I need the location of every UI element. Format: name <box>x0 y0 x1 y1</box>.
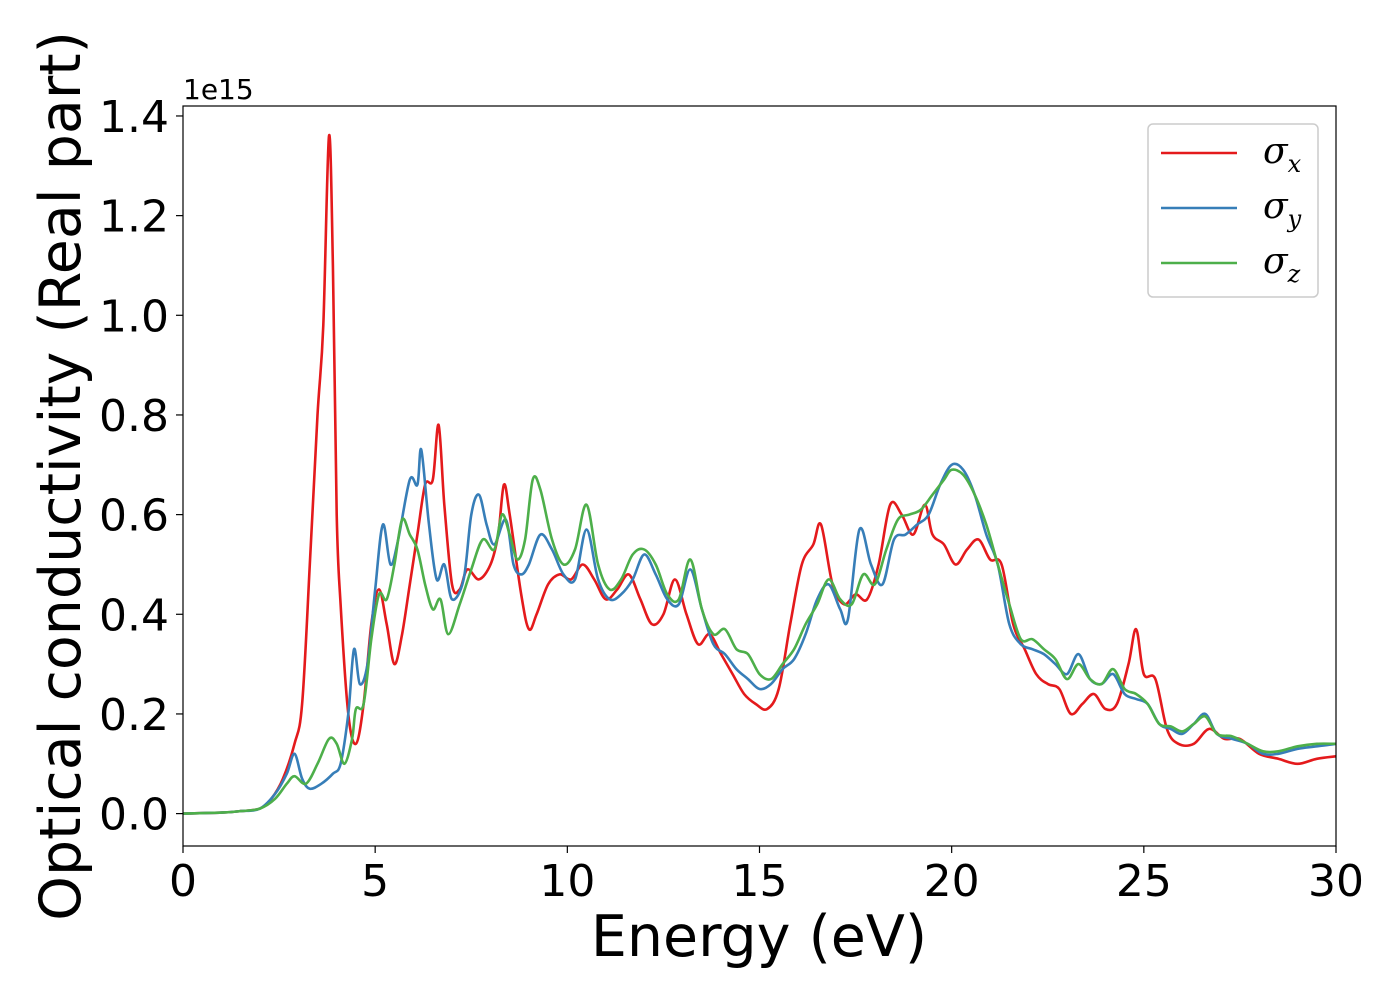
y-tick-label: 1.4 <box>99 92 169 143</box>
legend-label-sigma-y: σy <box>1263 186 1302 233</box>
series-line-sigma-x <box>182 133 1337 815</box>
y-axis: 0.0 0.2 0.4 0.6 0.8 1.0 1.2 1.4 <box>99 92 183 841</box>
legend: σx σy σz <box>1147 123 1319 298</box>
x-tick-label: 30 <box>1308 856 1364 907</box>
y-tick-label: 0.2 <box>99 690 169 741</box>
plot-area <box>183 106 1336 846</box>
y-tick-label: 0.6 <box>99 491 169 542</box>
x-tick-label: 15 <box>732 856 788 907</box>
legend-label-sigma-x: σx <box>1263 131 1302 178</box>
series-line-sigma-z <box>182 468 1337 815</box>
x-axis-title: Energy (eV) <box>591 904 927 970</box>
legend-box <box>1147 123 1319 298</box>
legend-items: σx σy σz <box>1161 131 1302 288</box>
x-tick-label: 0 <box>169 856 197 907</box>
x-tick-label: 5 <box>361 856 389 907</box>
y-axis-title: Optical conductivity (Real part) <box>28 31 94 921</box>
y-tick-label: 0.0 <box>99 790 169 841</box>
y-offset-label: 1e15 <box>183 73 254 106</box>
y-tick-label: 1.0 <box>99 291 169 342</box>
x-tick-label: 25 <box>1116 856 1172 907</box>
x-axis: 0 5 10 15 20 25 30 <box>169 846 1364 907</box>
series-layer <box>182 133 1337 815</box>
y-tick-label: 0.8 <box>99 391 169 442</box>
x-tick-label: 10 <box>539 856 595 907</box>
x-tick-label: 20 <box>924 856 980 907</box>
y-tick-label: 1.2 <box>99 192 169 243</box>
legend-label-sigma-z: σz <box>1263 241 1301 288</box>
y-tick-label: 0.4 <box>99 590 169 641</box>
